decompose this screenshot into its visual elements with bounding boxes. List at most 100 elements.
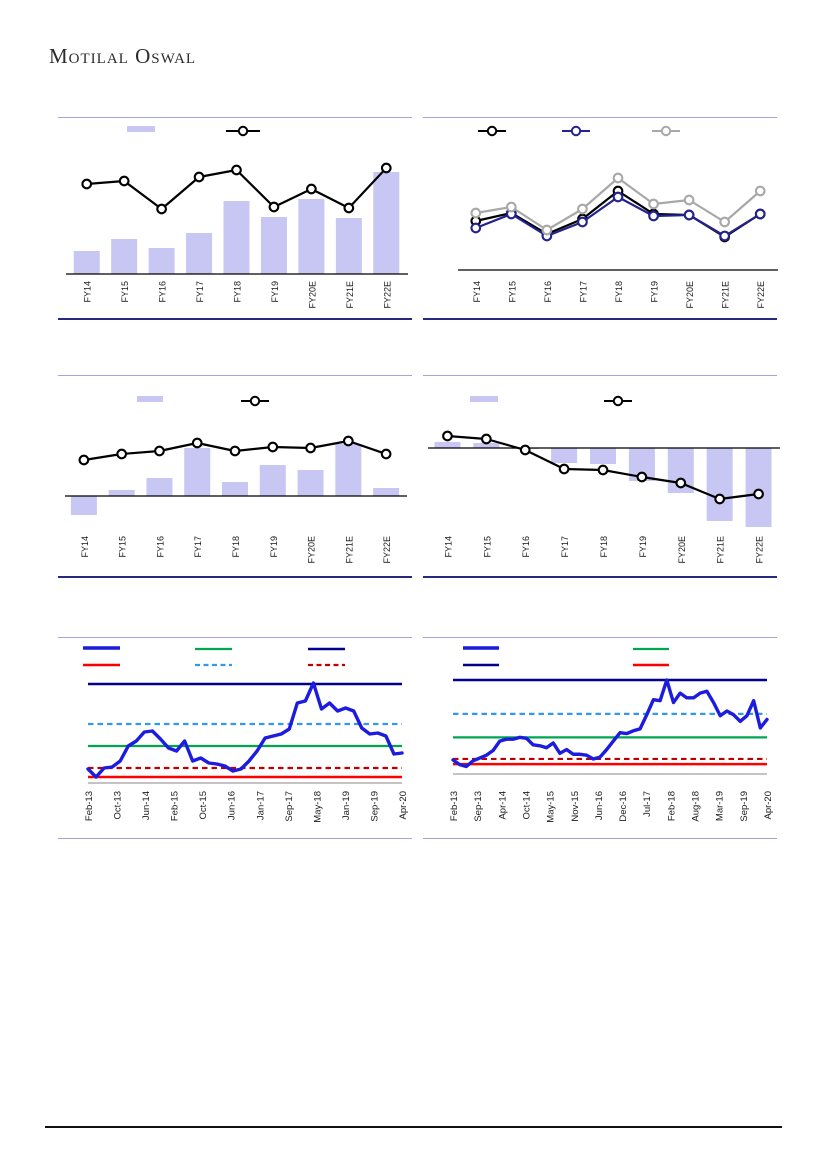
bar: [373, 172, 400, 274]
x-axis-label: FY19: [650, 281, 660, 303]
line-series-marker: [442, 430, 453, 442]
x-axis-label: FY20E: [685, 281, 695, 309]
line-series-marker: [116, 448, 128, 460]
line-navy-marker: [648, 210, 659, 222]
x-axis-label: FY21E: [345, 281, 355, 309]
bar: [223, 201, 250, 274]
x-axis-label: FY15: [482, 536, 492, 558]
x-axis-label: Sep-19: [739, 791, 750, 822]
bar: [335, 444, 362, 496]
legend-marker-swatch: [612, 395, 624, 407]
x-axis-label: Mar-19: [715, 791, 726, 821]
line-gray-marker: [541, 224, 553, 236]
line-series-marker: [268, 201, 280, 213]
line-series-marker: [753, 488, 764, 500]
line-series-marker: [380, 162, 392, 174]
line-series-marker: [78, 454, 90, 466]
line-navy-marker: [470, 222, 482, 234]
chart-3-canvas: FY14 FY15 FY16 FY17 FY18 FY19 FY20E FY21E FY22E: [65, 395, 407, 564]
chart-4-panel: FY14 FY15 FY16 FY17 FY18 FY19 FY20E FY21E FY22E: [423, 375, 780, 578]
chart-3-panel: FY14 FY15 FY16 FY17 FY18 FY19 FY20E FY21E FY22E: [58, 375, 412, 578]
line-series-marker: [636, 471, 648, 483]
line-series-marker: [480, 433, 492, 445]
x-axis-label: FY15: [118, 536, 128, 558]
line-series-marker: [558, 463, 570, 475]
bar: [298, 199, 325, 274]
line-gray-marker: [612, 172, 624, 184]
x-axis-label: Oct-15: [198, 791, 209, 820]
line-series-marker: [81, 178, 93, 190]
x-axis-label: FY21E: [716, 536, 726, 564]
line-gray-marker: [505, 201, 517, 213]
legend-bar-swatch: [137, 396, 163, 402]
line-series-marker: [156, 203, 167, 215]
line-gray-marker: [470, 207, 482, 219]
x-axis-label: Jan-17: [255, 791, 266, 820]
x-axis-label: Nov-15: [570, 791, 581, 822]
x-axis-label: FY20E: [677, 536, 687, 564]
line-navy-marker: [577, 216, 588, 228]
legend-marker-swatch: [570, 125, 582, 137]
chart-1-panel: FY14 FY15 FY16 FY17 FY18 FY19 FY20E FY21E FY22E: [58, 117, 412, 320]
line-gray-marker: [719, 216, 731, 228]
bar: [148, 248, 175, 274]
line-series-marker: [305, 442, 316, 454]
line-series-marker: [343, 202, 355, 214]
brand-logo-text: Motilal Oswal: [49, 44, 197, 68]
x-axis-label: FY16: [521, 536, 531, 558]
bar: [108, 490, 135, 496]
line-navy-marker: [719, 230, 731, 242]
legend-bar-swatch: [470, 396, 498, 402]
x-axis-label: Jan-19: [341, 791, 352, 820]
bar: [146, 478, 173, 496]
chart-6-panel: Feb-13 Sep-13 Apr-14 Oct-14 May-15 Nov-15 Jun-…: [423, 637, 777, 839]
line-series-marker: [229, 445, 241, 457]
x-axis-label: May-15: [546, 791, 557, 823]
x-axis-label: Feb-13: [84, 791, 95, 821]
x-axis-label: FY21E: [721, 281, 731, 309]
x-axis-label: FY14: [472, 281, 482, 303]
line-series-marker: [306, 183, 317, 195]
bar: [260, 217, 287, 274]
x-axis-label: Sep-13: [473, 791, 484, 822]
line-series-marker: [380, 448, 392, 460]
legend-bar-swatch: [127, 126, 155, 132]
bar: [259, 465, 286, 496]
x-axis-label: FY16: [543, 281, 553, 303]
line-navy-marker: [683, 209, 695, 221]
x-axis-label: Dec-16: [618, 791, 629, 822]
bar: [335, 218, 362, 274]
line-series-marker: [231, 164, 242, 176]
x-axis-label: FY14: [443, 536, 453, 558]
line-series-marker: [342, 435, 354, 447]
x-axis-label: FY20E: [307, 536, 317, 564]
line-navy-marker: [754, 208, 766, 220]
x-axis-label: Jun-16: [227, 791, 238, 820]
x-axis-label: FY17: [195, 281, 205, 303]
x-axis-label: FY18: [233, 281, 243, 303]
x-axis-label: FY15: [120, 281, 130, 303]
line-gray-marker: [754, 185, 766, 197]
bar: [473, 443, 500, 448]
chart-6-canvas: Feb-13 Sep-13 Apr-14 Oct-14 May-15 Nov-15 Jun-…: [449, 646, 774, 823]
x-axis-label: FY17: [560, 536, 570, 558]
bar: [706, 448, 733, 521]
bar: [73, 251, 100, 274]
line-series-marker: [193, 171, 205, 183]
line-series-marker: [191, 437, 203, 449]
x-axis-label: Sep-19: [369, 791, 380, 822]
x-axis-label: FY19: [638, 536, 648, 558]
x-axis-label: FY19: [269, 536, 279, 558]
line-series-marker: [675, 477, 687, 489]
x-axis-label: FY18: [599, 536, 609, 558]
x-axis-label: Apr-20: [398, 791, 409, 820]
x-axis-label: FY14: [83, 281, 93, 303]
chart-5-panel: Feb-13 Oct-13 Jun-14 Feb-15 Oct-15 Jun-16 Jan-…: [58, 637, 412, 839]
line-series-marker: [154, 445, 165, 457]
line-gray-marker: [683, 194, 695, 206]
x-axis-label: FY22E: [755, 536, 765, 564]
legend-marker-swatch: [249, 395, 261, 407]
chart-4-canvas: FY14 FY15 FY16 FY17 FY18 FY19 FY20E FY21E FY22E: [428, 395, 780, 564]
bar: [373, 488, 400, 496]
x-axis-label: FY19: [270, 281, 280, 303]
